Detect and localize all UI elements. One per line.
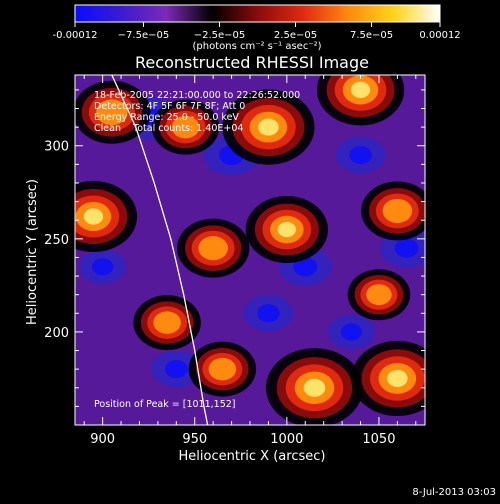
hot-core <box>303 378 326 397</box>
hot-region-inner <box>208 357 237 381</box>
annotation-clean-counts: Clean Total counts: 1.40E+04 <box>94 123 243 134</box>
annotation-energy-range: Energy Range: 25.0 - 50.0 keV <box>94 112 239 123</box>
hot-region-inner <box>382 198 413 223</box>
colorbar-tick-label: 0.00012 <box>419 30 460 41</box>
solar-limb-arc <box>111 75 209 425</box>
annotation-detectors: Detectors: 4F 5F 6F 7F 8F; Att 0 <box>94 101 245 112</box>
cool-core <box>349 145 372 165</box>
x-tick-label: 950 <box>182 432 207 447</box>
x-tick-label: 900 <box>90 432 115 447</box>
x-tick-label: 1000 <box>270 432 303 447</box>
hot-region-inner <box>366 284 392 306</box>
x-tick-label: 1050 <box>362 432 395 447</box>
hot-region-inner <box>171 115 200 139</box>
cool-core <box>340 323 362 341</box>
cool-core <box>91 258 114 276</box>
y-axis-label: Heliocentric Y (arcsec) <box>25 179 40 325</box>
colorbar-tick-label: -0.00012 <box>53 30 98 41</box>
hot-region-inner <box>153 311 181 334</box>
hot-core <box>258 118 279 136</box>
cool-core <box>293 257 318 277</box>
annotation-time-range: 18-Feb-2005 22:21:00.000 to 22:26:52.000 <box>94 90 300 101</box>
hot-core <box>83 208 104 225</box>
colorbar-tick-label: 7.5e−05 <box>350 30 393 41</box>
footer-timestamp: 8-Jul-2013 03:03 <box>412 487 496 498</box>
cool-core <box>164 360 188 379</box>
chart-title: Reconstructed RHESSI Image <box>135 53 369 72</box>
x-axis: 900 950 1000 1050 <box>83 75 417 447</box>
y-tick-label: 300 <box>44 140 69 155</box>
hot-region-inner <box>198 236 228 261</box>
cool-core <box>257 304 280 323</box>
hot-core <box>350 81 371 98</box>
colorbar-tick-label: 2.5e−05 <box>274 30 317 41</box>
hot-core <box>277 221 296 238</box>
colorbar <box>74 4 441 23</box>
hot-region-inner <box>96 99 128 126</box>
colorbar-ticks: -0.00012 −7.5e−05 −2.5e−05 2.5e−05 7.5e−05 0.… <box>53 22 461 41</box>
colorbar-tick-label: −2.5e−05 <box>194 30 246 41</box>
heatmap-layer <box>75 75 425 425</box>
cool-core <box>394 238 419 258</box>
colorbar-unit-label: (photons cm⁻² s⁻¹ asec⁻²) <box>192 41 321 52</box>
x-axis-label: Heliocentric X (arcsec) <box>179 449 326 464</box>
y-axis: 200 250 300 <box>44 89 425 407</box>
y-tick-label: 200 <box>44 326 69 341</box>
peak-position-label: Position of Peak = [1011,152] <box>94 399 235 410</box>
hot-core <box>387 369 408 387</box>
y-tick-label: 250 <box>44 233 69 248</box>
colorbar-tick-label: −7.5e−05 <box>118 30 170 41</box>
